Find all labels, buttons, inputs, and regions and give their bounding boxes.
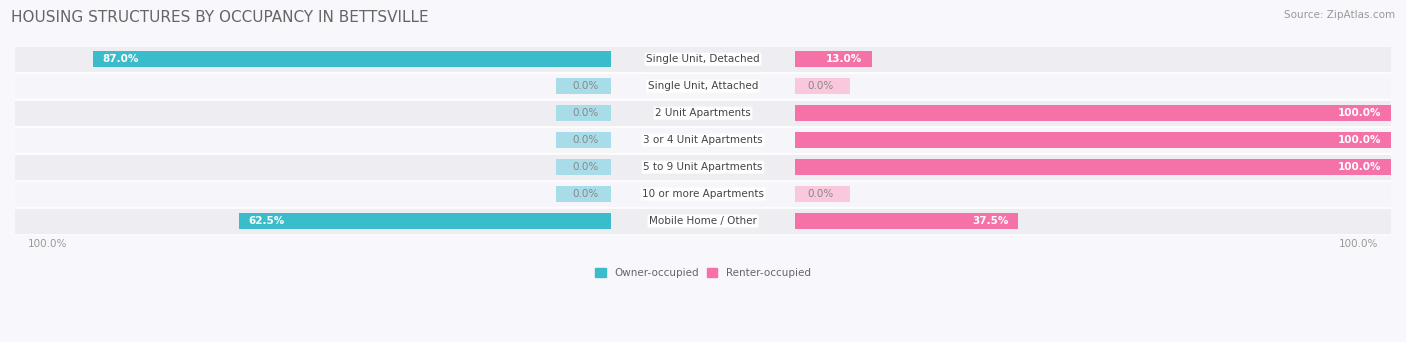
Bar bbox=[239, 213, 612, 229]
Text: Mobile Home / Other: Mobile Home / Other bbox=[650, 216, 756, 226]
Bar bbox=[557, 132, 612, 148]
Text: 10 or more Apartments: 10 or more Apartments bbox=[643, 189, 763, 199]
Bar bbox=[794, 51, 872, 67]
Bar bbox=[557, 78, 612, 94]
Text: 0.0%: 0.0% bbox=[572, 135, 598, 145]
Text: 37.5%: 37.5% bbox=[972, 216, 1008, 226]
Bar bbox=[794, 186, 849, 202]
Bar bbox=[15, 154, 1391, 181]
Text: 100.0%: 100.0% bbox=[1337, 135, 1381, 145]
Text: 13.0%: 13.0% bbox=[827, 54, 862, 64]
Text: 87.0%: 87.0% bbox=[103, 54, 139, 64]
Text: 62.5%: 62.5% bbox=[249, 216, 284, 226]
Text: 0.0%: 0.0% bbox=[808, 189, 834, 199]
Text: 0.0%: 0.0% bbox=[572, 189, 598, 199]
Text: 3 or 4 Unit Apartments: 3 or 4 Unit Apartments bbox=[643, 135, 763, 145]
Bar bbox=[557, 159, 612, 175]
Text: 100.0%: 100.0% bbox=[1337, 108, 1381, 118]
Legend: Owner-occupied, Renter-occupied: Owner-occupied, Renter-occupied bbox=[591, 264, 815, 282]
Text: 0.0%: 0.0% bbox=[572, 81, 598, 91]
Bar bbox=[15, 100, 1391, 127]
Text: 0.0%: 0.0% bbox=[808, 81, 834, 91]
Text: 0.0%: 0.0% bbox=[572, 162, 598, 172]
Bar bbox=[557, 105, 612, 121]
Bar bbox=[15, 208, 1391, 235]
Bar bbox=[15, 127, 1391, 154]
Bar bbox=[794, 78, 849, 94]
Bar bbox=[794, 105, 1391, 121]
Bar bbox=[15, 73, 1391, 100]
Bar bbox=[557, 186, 612, 202]
Bar bbox=[794, 159, 1391, 175]
Bar bbox=[15, 46, 1391, 73]
Bar bbox=[15, 181, 1391, 208]
Text: 100.0%: 100.0% bbox=[1337, 162, 1381, 172]
Text: 0.0%: 0.0% bbox=[572, 108, 598, 118]
Text: 5 to 9 Unit Apartments: 5 to 9 Unit Apartments bbox=[644, 162, 762, 172]
Bar bbox=[794, 132, 1391, 148]
Text: 2 Unit Apartments: 2 Unit Apartments bbox=[655, 108, 751, 118]
Text: Single Unit, Attached: Single Unit, Attached bbox=[648, 81, 758, 91]
Text: HOUSING STRUCTURES BY OCCUPANCY IN BETTSVILLE: HOUSING STRUCTURES BY OCCUPANCY IN BETTS… bbox=[11, 10, 429, 25]
Text: Single Unit, Detached: Single Unit, Detached bbox=[647, 54, 759, 64]
Bar bbox=[93, 51, 612, 67]
Bar bbox=[794, 213, 1018, 229]
Text: Source: ZipAtlas.com: Source: ZipAtlas.com bbox=[1284, 10, 1395, 20]
